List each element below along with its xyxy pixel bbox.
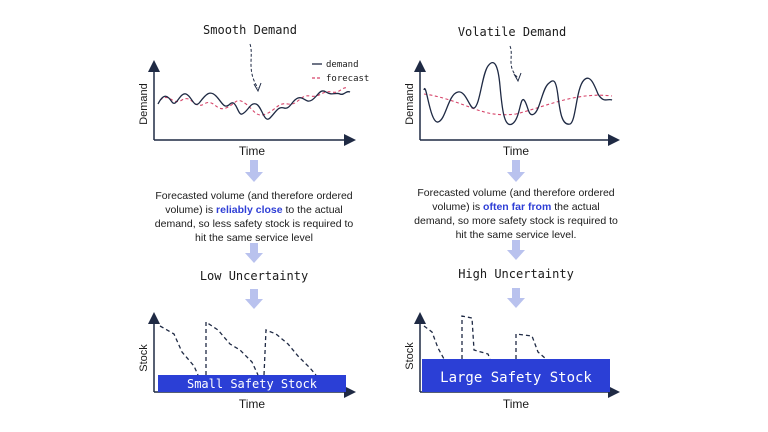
left-desc-highlight: reliably close [216,204,283,216]
right-uncertainty-label: High Uncertainty [458,267,574,281]
left-demand-chart: Smooth Demand demand forecast Demand Tim… [138,23,369,158]
right-stock-y-label: Stock [404,342,416,370]
small-safety-stock-bar [158,375,346,392]
right-stock-x-label: Time [503,397,530,411]
right-desc-highlight: often far from [483,201,552,213]
left-flow-arrow-1 [245,160,263,182]
right-desc-post: the actual demand, so more safety stock … [414,201,618,241]
right-stock-chart: Stock Time Large Safety Stock [404,312,620,411]
right-title-pointer-head [513,72,522,83]
small-safety-stock-label: Small Safety Stock [187,377,318,391]
legend-demand-label: demand [326,60,359,70]
right-demand-x-label: Time [503,144,530,158]
left-desc-post: to the actual demand, so less safety sto… [154,204,354,244]
left-flow-arrow-3 [245,289,263,309]
right-flow-arrow-1 [507,160,525,182]
left-stock-sawtooth [159,320,317,376]
left-chart-title: Smooth Demand [203,23,297,37]
left-title-pointer-arrow [249,43,259,89]
legend-forecast-label: forecast [326,74,369,84]
left-stock-chart: Stock Time Small Safety Stock [138,312,356,411]
left-demand-line [157,90,351,120]
right-stock-sawtooth [423,315,547,360]
left-uncertainty-label: Low Uncertainty [200,269,308,283]
left-flow-arrow-2 [245,243,263,263]
right-flow-arrow-3 [507,288,525,308]
right-demand-line [423,62,613,126]
right-desc-pre: Forecasted volume (and therefore ordered… [417,187,615,213]
left-demand-y-label: Demand [138,83,150,125]
left-stock-y-label: Stock [138,344,150,372]
right-demand-chart: Volatile Demand Demand Time [404,25,620,158]
large-safety-stock-bar [422,359,610,392]
left-desc-pre: Forecasted volume (and therefore ordered… [155,190,353,216]
left-description: Forecasted volume (and therefore ordered… [149,189,359,245]
left-title-pointer-head [253,82,262,93]
right-forecast-line [423,93,613,116]
left-demand-x-label: Time [239,144,266,158]
right-demand-y-label: Demand [404,83,416,125]
right-flow-arrow-2 [507,240,525,260]
right-title-pointer-arrow [509,45,519,79]
right-description: Forecasted volume (and therefore ordered… [411,186,621,242]
large-safety-stock-label: Large Safety Stock [440,370,592,386]
left-stock-x-label: Time [239,397,266,411]
right-chart-title: Volatile Demand [458,25,566,39]
